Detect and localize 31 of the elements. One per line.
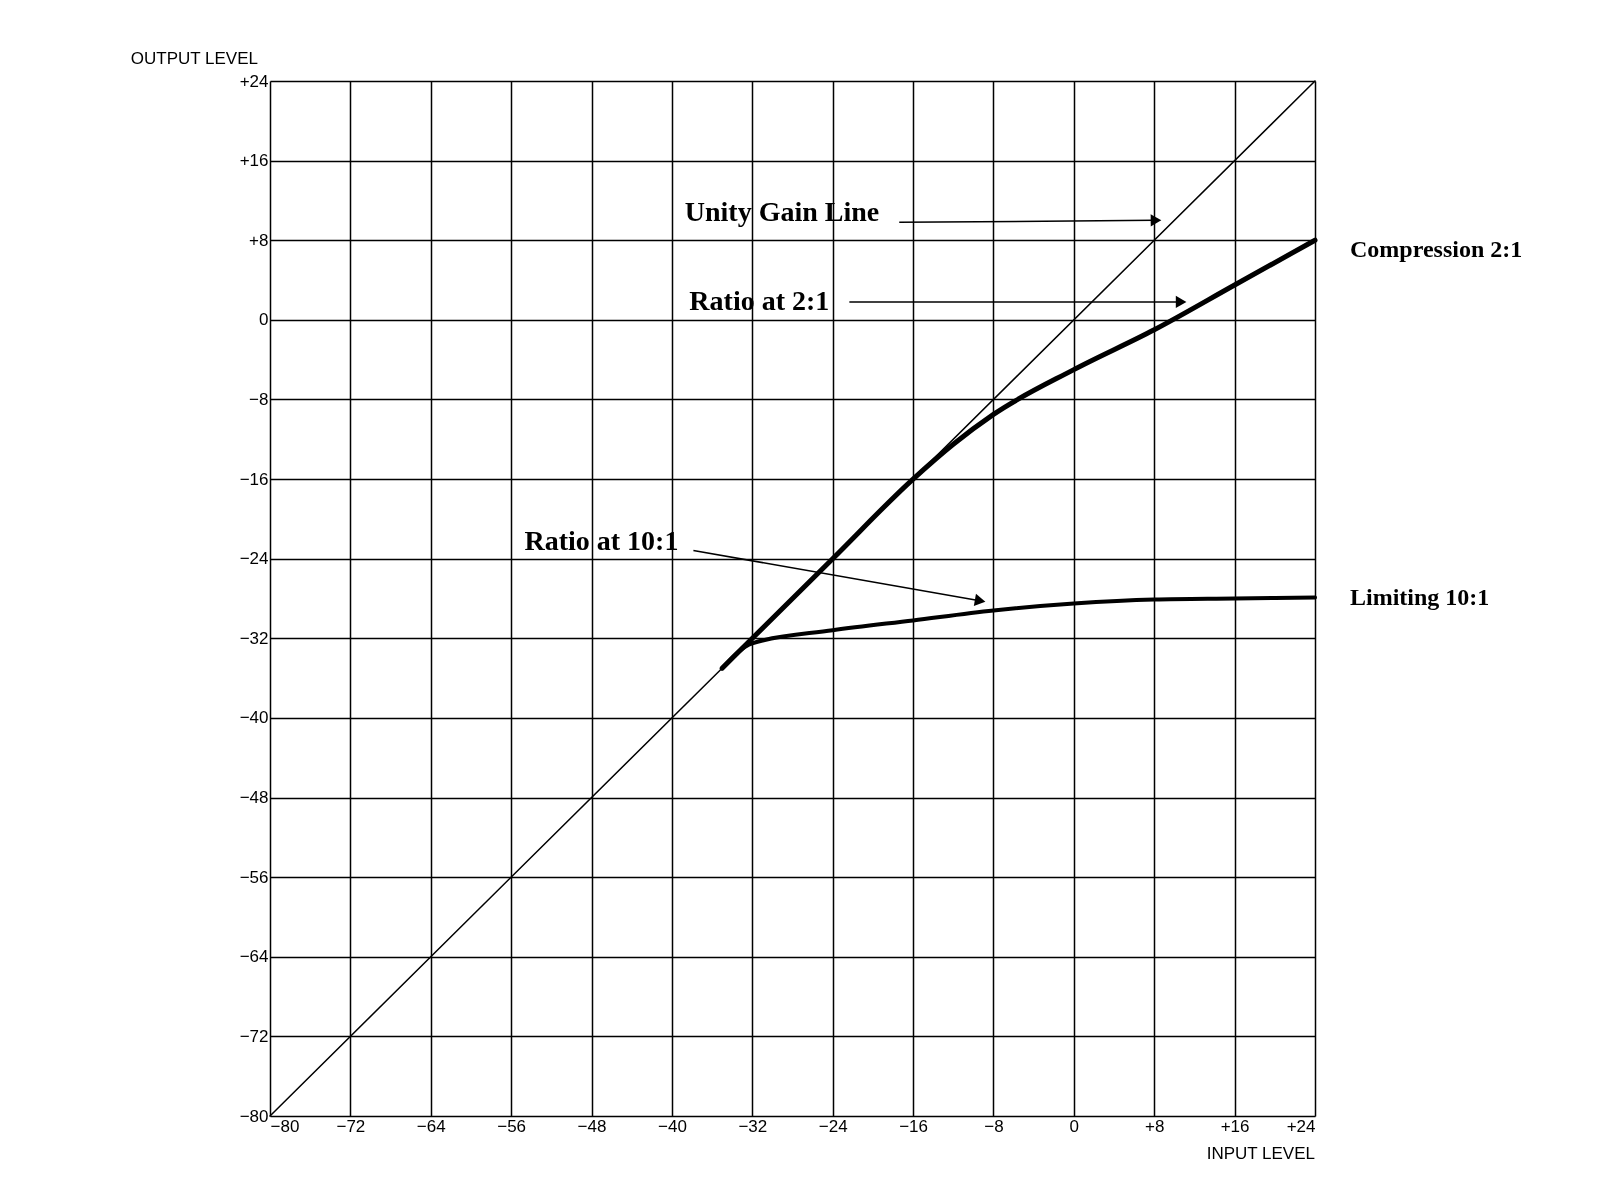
x-tick-label: 0 (1069, 1116, 1080, 1136)
y-tick-label: −16 (239, 469, 269, 489)
x-tick-label: −80 (270, 1116, 300, 1136)
x-tick-label: −48 (577, 1116, 607, 1136)
x-tick-label: −40 (658, 1116, 687, 1136)
x-tick-label: +24 (1286, 1116, 1316, 1136)
y-tick-label: 0 (259, 310, 269, 330)
x-tick-label: −24 (818, 1116, 848, 1136)
y-tick-label: +16 (239, 151, 269, 171)
series-label: Limiting 10:1 (1350, 583, 1490, 610)
y-tick-label: −72 (239, 1026, 269, 1046)
y-tick-label: +24 (239, 71, 269, 91)
y-tick-label: −8 (249, 389, 269, 409)
x-tick-label: +8 (1145, 1116, 1165, 1136)
y-tick-label: −32 (239, 628, 269, 648)
series-label: Compression 2:1 (1350, 236, 1523, 263)
y-tick-label: −48 (239, 788, 269, 808)
y-tick-label: −24 (239, 549, 269, 569)
x-tick-label: −56 (497, 1116, 527, 1136)
y-tick-label: +8 (249, 230, 269, 250)
y-tick-label: −40 (239, 708, 269, 728)
y-axis-title: OUTPUT LEVEL (130, 49, 258, 68)
x-tick-label: −72 (336, 1116, 366, 1136)
x-tick-label: −64 (416, 1116, 446, 1136)
y-tick-label: −64 (239, 947, 269, 967)
x-tick-label: +16 (1220, 1116, 1250, 1136)
x-axis-title: INPUT LEVEL (1206, 1144, 1315, 1163)
x-tick-label: −8 (984, 1116, 1004, 1136)
x-tick-label: −16 (899, 1116, 928, 1136)
x-tick-label: −32 (738, 1116, 768, 1136)
y-tick-label: −56 (239, 867, 269, 887)
